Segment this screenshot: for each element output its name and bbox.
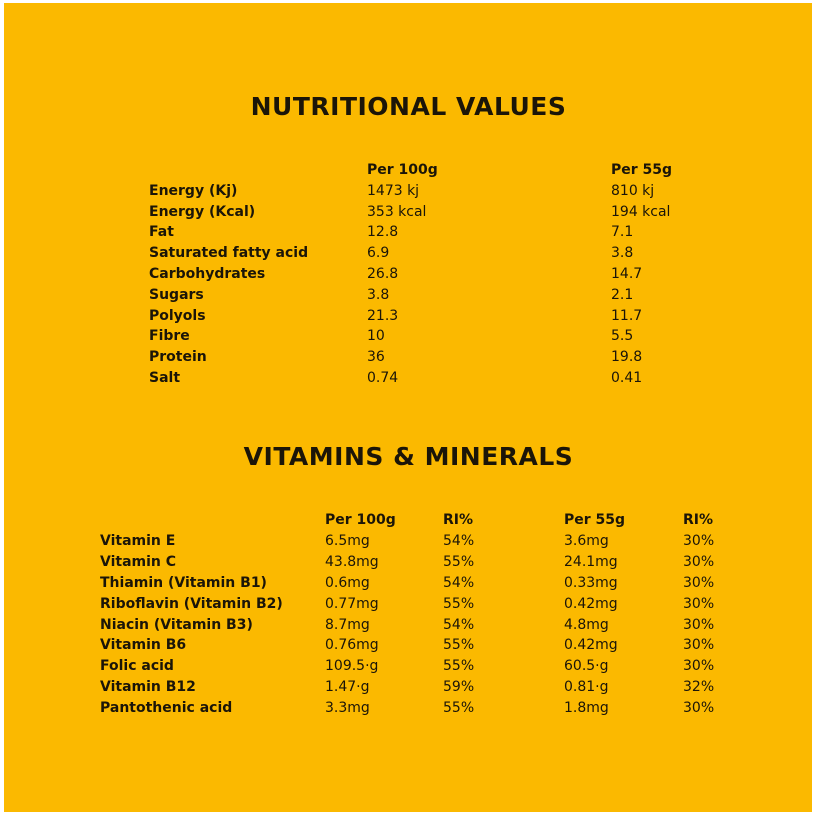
cell-value: 30% — [683, 553, 715, 570]
column-header: Per 100g — [367, 162, 438, 178]
cell-value: 11.7 — [611, 307, 643, 324]
cell-value: 0.42mg — [564, 595, 618, 612]
cell-value: 1.8mg — [564, 700, 609, 717]
cell-value: 5.5 — [611, 328, 634, 345]
cell-value: 30% — [683, 637, 715, 654]
cell-value: 6.9 — [367, 245, 390, 262]
row-label: Vitamin E — [100, 532, 176, 549]
cell-value: 54% — [443, 532, 475, 549]
row-label: Fibre — [149, 328, 190, 345]
cell-value: 60.5·g — [564, 658, 609, 675]
cell-value: 6.5mg — [325, 532, 370, 549]
row-label: Niacin (Vitamin B3) — [100, 616, 253, 633]
cell-value: 0.6mg — [325, 574, 370, 591]
row-label: Saturated fatty acid — [149, 245, 309, 262]
cell-value: 810 kj — [611, 182, 655, 199]
cell-value: 0.74 — [367, 370, 399, 386]
row-label: Vitamin B12 — [100, 679, 196, 696]
row-label: Sugars — [149, 286, 204, 303]
row-label: Carbohydrates — [149, 266, 266, 282]
cell-value: 194 kcal — [611, 203, 671, 220]
cell-value: 1.47·g — [325, 679, 370, 696]
row-label: Thiamin (Vitamin B1) — [100, 574, 267, 591]
row-label: Protein — [149, 349, 207, 366]
cell-value: 54% — [443, 574, 475, 591]
row-label: Fat — [149, 224, 174, 241]
cell-value: 36 — [367, 349, 385, 366]
cell-value: 55% — [443, 553, 475, 570]
cell-value: 7.1 — [611, 224, 634, 241]
column-header: Per 55g — [611, 162, 673, 178]
cell-value: 30% — [683, 595, 715, 612]
cell-value: 54% — [443, 616, 475, 633]
cell-value: 3.3mg — [325, 700, 370, 717]
row-label: Vitamin B6 — [100, 637, 187, 654]
cell-value: 30% — [683, 658, 715, 675]
cell-value: 1473 kj — [367, 182, 420, 199]
cell-value: 109.5·g — [325, 658, 379, 675]
vitamins-title: VITAMINS & MINERALS — [243, 442, 574, 471]
cell-value: 0.42mg — [564, 637, 618, 654]
column-header: RI% — [683, 512, 714, 528]
cell-value: 55% — [443, 658, 475, 675]
cell-value: 24.1mg — [564, 553, 618, 570]
cell-value: 30% — [683, 532, 715, 549]
cell-value: 32% — [683, 679, 715, 696]
cell-value: 21.3 — [367, 307, 399, 324]
cell-value: 30% — [683, 700, 715, 717]
cell-value: 3.8 — [367, 286, 390, 303]
cell-value: 19.8 — [611, 349, 643, 366]
cell-value: 55% — [443, 595, 475, 612]
cell-value: 3.8 — [611, 245, 634, 262]
cell-value: 0.77mg — [325, 595, 379, 612]
row-label: Vitamin C — [100, 553, 177, 570]
row-label: Polyols — [149, 307, 206, 324]
cell-value: 55% — [443, 700, 475, 717]
cell-value: 3.6mg — [564, 532, 609, 549]
row-label: Folic acid — [100, 658, 174, 675]
cell-value: 12.8 — [367, 224, 399, 241]
row-label: Riboflavin (Vitamin B2) — [100, 595, 283, 612]
cell-value: 26.8 — [367, 266, 399, 282]
cell-value: 10 — [367, 328, 385, 345]
cell-value: 0.81·g — [564, 679, 609, 696]
nutrition-title: NUTRITIONAL VALUES — [250, 92, 567, 121]
row-label: Energy (Kcal) — [149, 203, 256, 220]
cell-value: 30% — [683, 616, 715, 633]
cell-value: 353 kcal — [367, 203, 427, 220]
cell-value: 8.7mg — [325, 616, 370, 633]
row-label: Energy (Kj) — [149, 182, 238, 199]
cell-value: 2.1 — [611, 286, 634, 303]
cell-value: 0.33mg — [564, 574, 618, 591]
row-label: Salt — [149, 370, 181, 386]
cell-value: 0.41 — [611, 370, 643, 386]
cell-value: 43.8mg — [325, 553, 379, 570]
label-panel — [4, 3, 812, 812]
column-header: RI% — [443, 512, 474, 528]
cell-value: 0.76mg — [325, 637, 379, 654]
cell-value: 4.8mg — [564, 616, 609, 633]
cell-value: 14.7 — [611, 266, 643, 282]
cell-value: 30% — [683, 574, 715, 591]
cell-value: 55% — [443, 637, 475, 654]
column-header: Per 100g — [325, 512, 396, 528]
column-header: Per 55g — [564, 512, 626, 528]
row-label: Pantothenic acid — [100, 700, 233, 717]
cell-value: 59% — [443, 679, 475, 696]
